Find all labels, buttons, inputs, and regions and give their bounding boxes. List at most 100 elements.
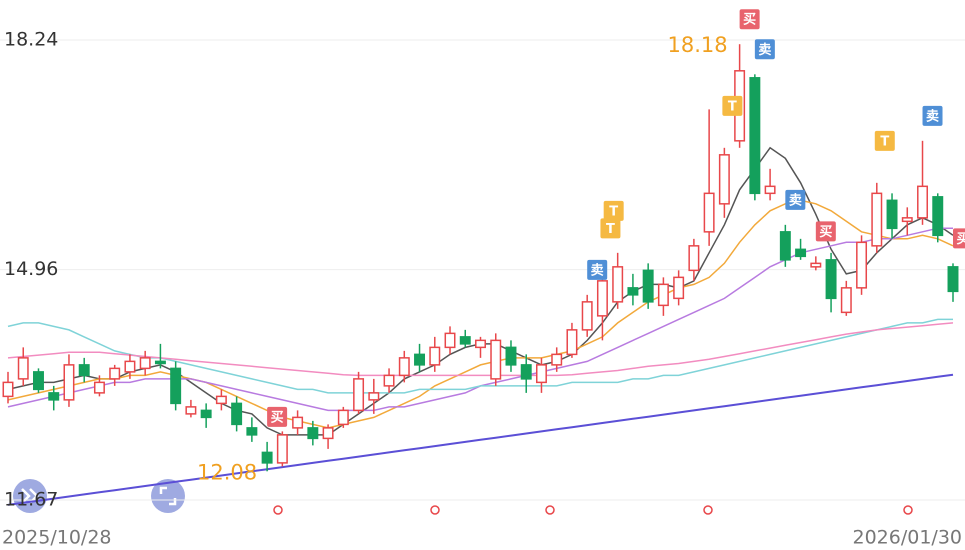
candle-body: [231, 402, 243, 426]
candle: [93, 375, 105, 397]
candle: [48, 385, 60, 411]
candle: [673, 270, 685, 306]
candle: [825, 252, 837, 313]
candle: [642, 263, 654, 309]
candle-body: [368, 392, 380, 401]
signal-label: T: [880, 134, 889, 149]
ma-line: [7, 322, 954, 377]
candle-body: [871, 192, 883, 247]
signal-label: T: [609, 204, 618, 219]
plot: TTTT买卖买卖卖买卖买18.1812.0811.6714.9618.24202…: [0, 9, 965, 549]
signal-label: 卖: [789, 192, 802, 208]
candle-body: [490, 339, 502, 380]
candle: [307, 420, 319, 446]
candle-body: [78, 364, 90, 377]
candle-body: [200, 409, 212, 419]
candle-body: [93, 381, 105, 394]
candle: [856, 235, 868, 295]
signal-badge: [785, 189, 806, 210]
candle: [429, 336, 441, 372]
signal-badge: [922, 105, 943, 126]
candle-body: [276, 434, 288, 464]
x-tick-label: 2026/01/30: [852, 527, 962, 549]
candle-body: [246, 427, 258, 436]
candle-body: [444, 332, 456, 349]
candle-body: [337, 409, 349, 426]
signal-label: 买: [743, 13, 756, 28]
nav-buttons[interactable]: [13, 479, 185, 513]
candle-body: [215, 395, 227, 405]
candle: [276, 431, 288, 467]
candle-body: [17, 357, 29, 380]
candle: [871, 182, 883, 253]
candle: [490, 333, 502, 386]
candle: [17, 347, 29, 386]
candle-body: [292, 416, 304, 429]
candle-body: [2, 381, 14, 398]
candle-body: [581, 301, 593, 331]
candle-body: [642, 269, 654, 303]
candle: [170, 361, 182, 411]
candle: [63, 354, 75, 407]
candle-body: [505, 346, 517, 366]
candle-body: [33, 371, 44, 391]
candle-body: [917, 185, 928, 219]
y-tick-label: 14.96: [4, 258, 58, 280]
fullscreen-button[interactable]: [151, 479, 185, 513]
signal-badge: [587, 259, 608, 280]
candle-body: [520, 364, 532, 380]
candle: [657, 277, 669, 316]
signal-badge: [874, 130, 895, 151]
signal-badge: [722, 95, 743, 116]
candle-body: [627, 287, 639, 296]
candle: [764, 168, 776, 201]
candle-body: [353, 378, 365, 412]
signal-label: T: [606, 222, 615, 237]
candle: [444, 326, 456, 355]
candle: [124, 354, 136, 379]
event-marker: [430, 505, 440, 515]
candle-body: [657, 283, 669, 307]
signal-label: 买: [271, 410, 284, 425]
event-marker: [903, 505, 913, 515]
candle-body: [398, 357, 410, 377]
candle-body: [856, 241, 868, 289]
signal-label: T: [728, 99, 737, 114]
candle: [139, 350, 151, 376]
candle: [612, 252, 624, 309]
candle: [215, 389, 227, 411]
candle-body: [688, 245, 700, 272]
candle: [185, 399, 197, 418]
candle: [246, 417, 258, 442]
candle-body: [840, 287, 852, 314]
candle: [840, 280, 852, 316]
candle-body: [429, 346, 441, 366]
candle-body: [322, 427, 334, 440]
candle: [779, 224, 791, 267]
ma-line: [7, 373, 954, 506]
y-tick-label: 11.67: [4, 489, 58, 511]
candle-body: [109, 367, 121, 380]
candle: [795, 238, 807, 260]
candle: [383, 368, 395, 393]
candle: [596, 270, 608, 341]
candle-body: [261, 451, 273, 464]
candle: [947, 263, 959, 302]
signal-badge: [953, 228, 965, 249]
candle-body: [749, 77, 761, 195]
candle: [154, 343, 166, 369]
x-tick-label: 2025/10/28: [2, 527, 112, 549]
min-label: 12.08: [197, 460, 257, 484]
signal-badge: [600, 218, 621, 239]
candle: [200, 403, 212, 428]
candle: [2, 371, 14, 404]
candle: [109, 364, 121, 386]
candle: [749, 74, 761, 201]
candle-body: [414, 353, 426, 366]
candle: [398, 350, 410, 383]
candle-body: [475, 339, 486, 349]
candle-body: [566, 329, 578, 356]
candle-body: [63, 364, 75, 401]
event-marker: [703, 505, 713, 515]
ma-line: [7, 146, 954, 436]
